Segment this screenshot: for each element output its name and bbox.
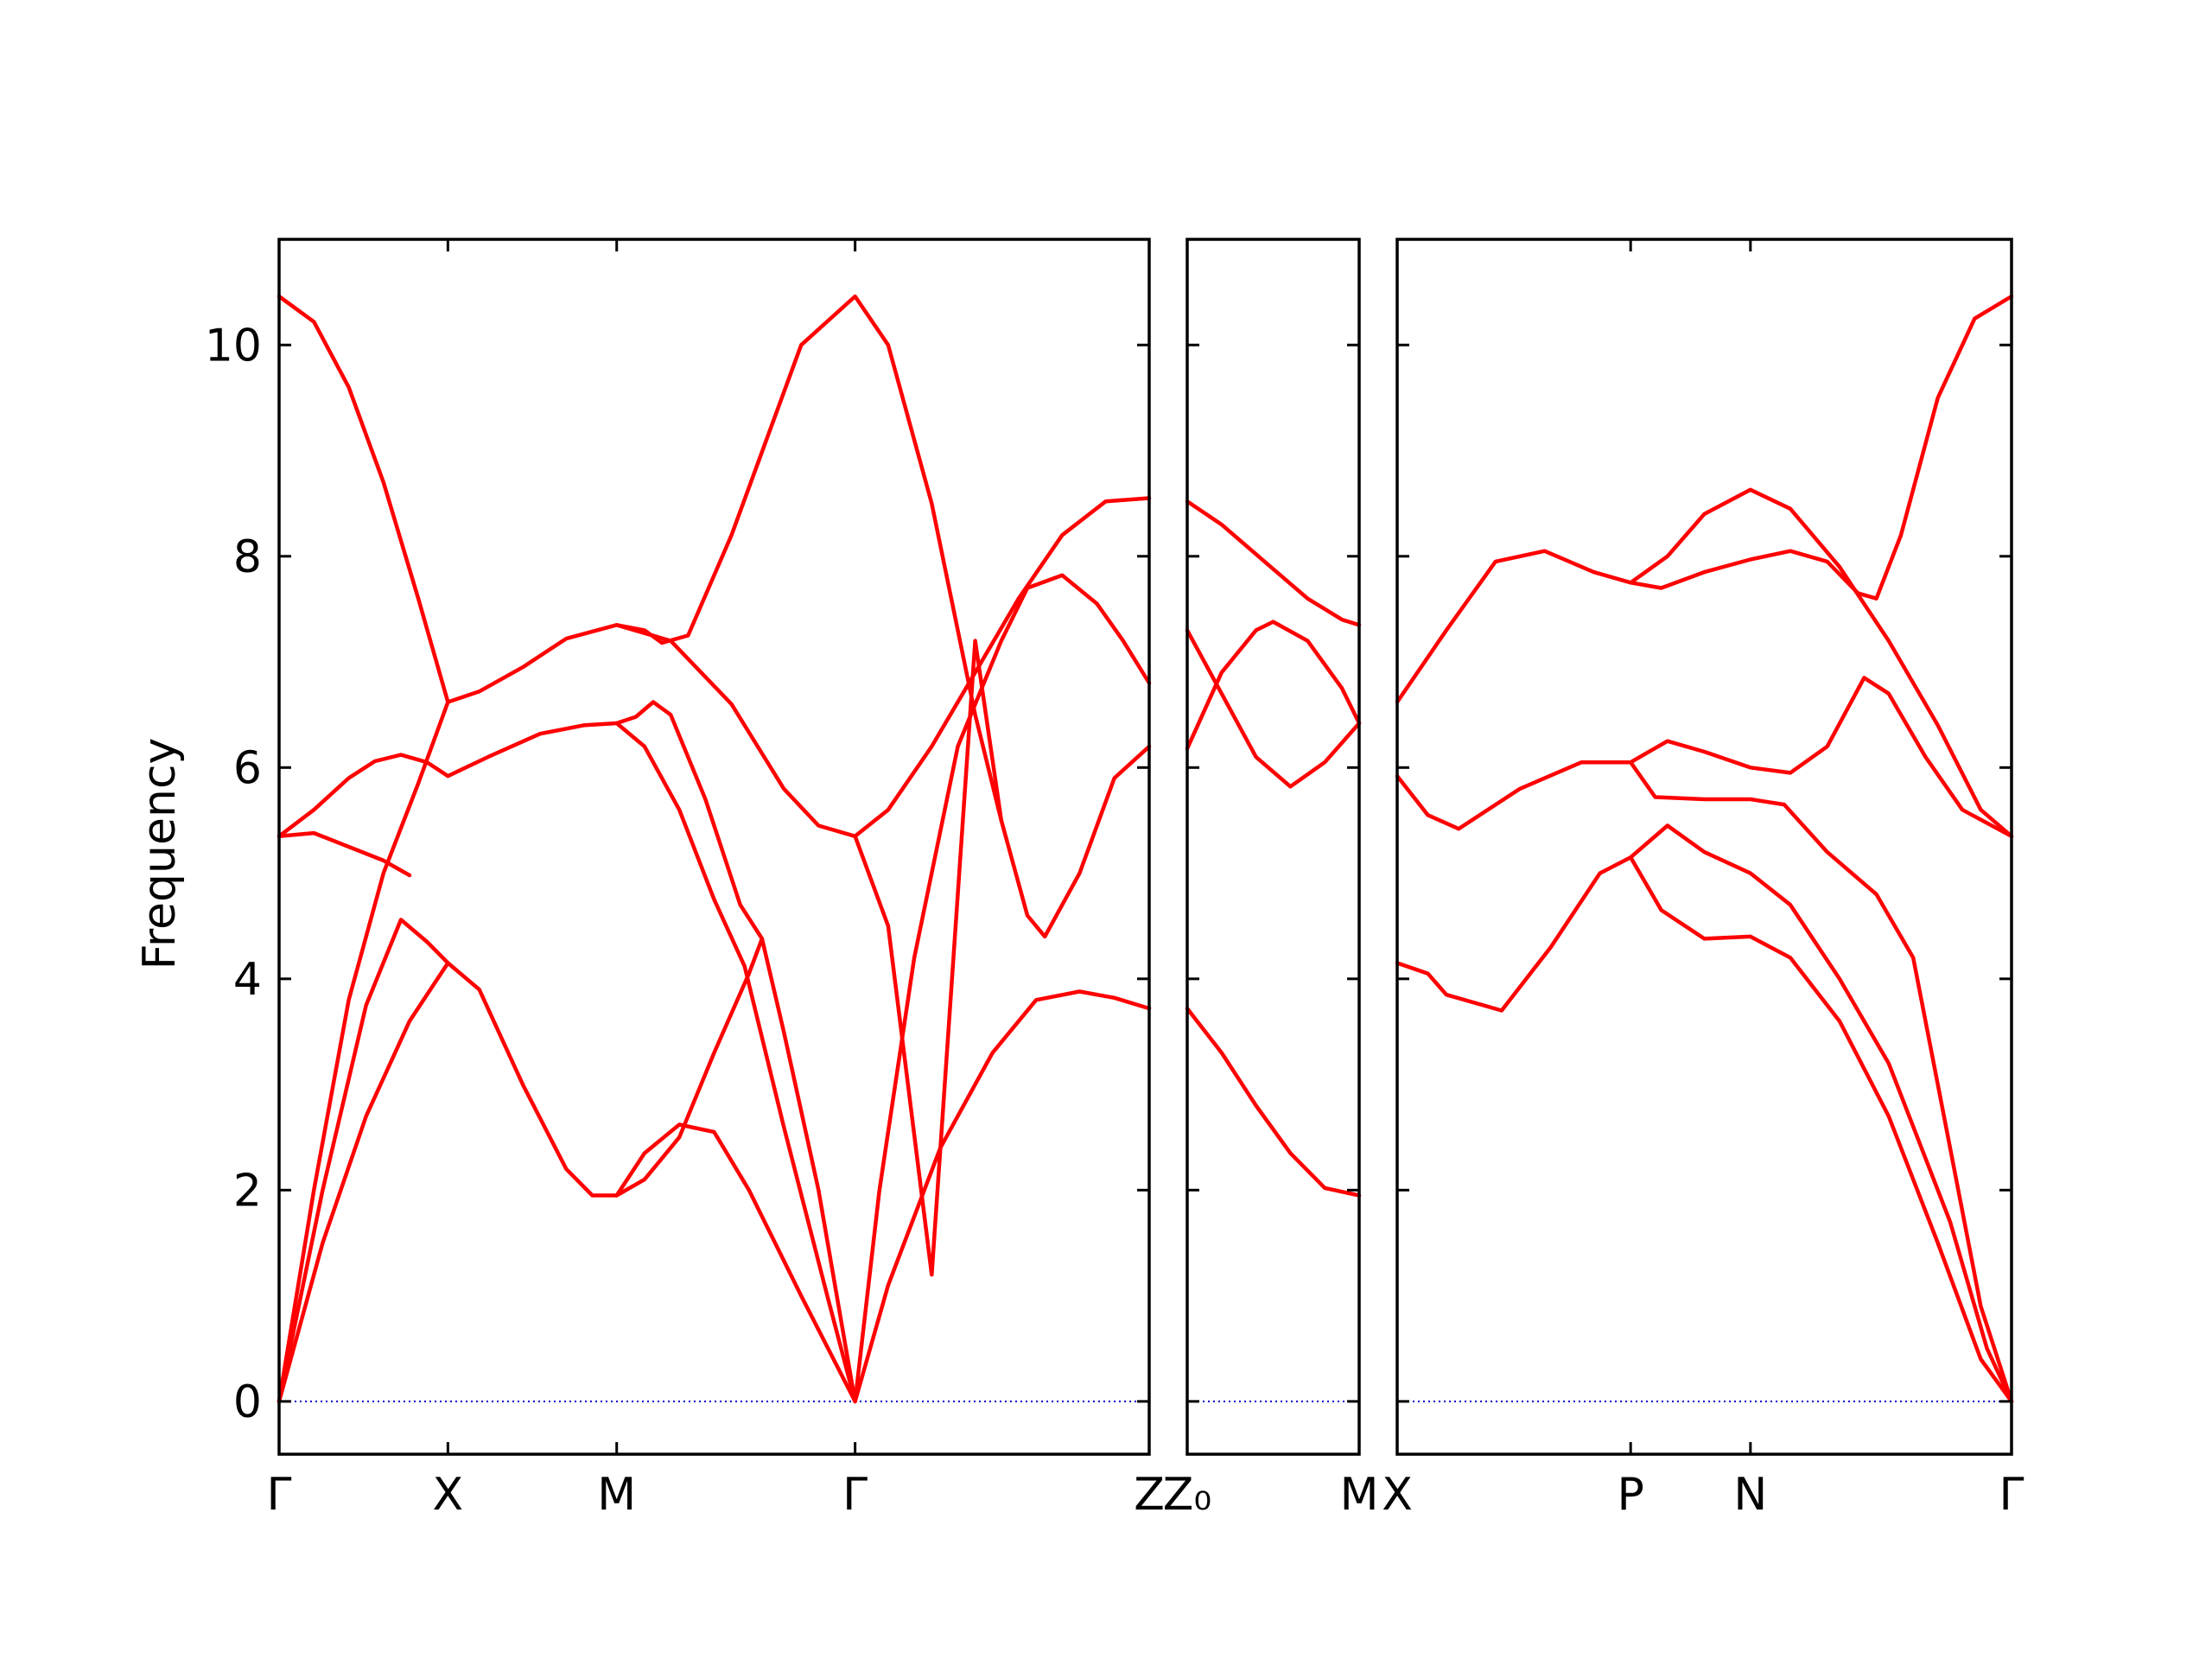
y-axis-label: Frequency [134, 738, 186, 970]
band-line [853, 639, 1004, 1277]
band-line [1395, 823, 2014, 1404]
band-line [1185, 620, 1362, 751]
y-tick-label: 8 [233, 531, 262, 583]
x-tick-label: Γ [842, 1469, 868, 1521]
band-line [1185, 499, 1362, 627]
band-line [1628, 855, 2014, 1404]
y-tick-label: 4 [233, 954, 262, 1006]
y-tick-label: 10 [205, 320, 262, 372]
band-line [853, 989, 1152, 1404]
band-line [1395, 676, 2014, 839]
band-line [276, 961, 450, 1404]
panel-path-z0-m: Z₀ M [1163, 238, 1379, 1521]
x-tick-label: N [1733, 1469, 1767, 1521]
band-line [742, 963, 857, 1404]
band-line [446, 294, 1152, 939]
x-tick-label: X [433, 1469, 464, 1521]
y-tick-label: 2 [233, 1165, 262, 1217]
x-tick-label: M [597, 1469, 636, 1521]
y-tick-label: 6 [233, 742, 262, 794]
x-tick-label: P [1618, 1469, 1644, 1521]
band-line [614, 1122, 857, 1404]
band-line [853, 573, 1152, 1404]
x-tick-label: Z₀ [1163, 1469, 1211, 1521]
band-line [1628, 760, 2014, 1404]
band-line [1395, 487, 2014, 839]
panel-frame [1185, 238, 1361, 1456]
band-line [276, 918, 450, 1404]
x-tick-label: X [1382, 1469, 1413, 1521]
band-line [614, 496, 1152, 839]
band-line [446, 700, 857, 1404]
x-tick-label: Γ [267, 1469, 292, 1521]
x-tick-label: M [1340, 1469, 1379, 1521]
band-line [276, 830, 412, 878]
panel-frame [1395, 238, 2013, 1456]
band-line [276, 294, 450, 704]
x-tick-label: Z [1134, 1469, 1165, 1521]
panel-frame [277, 238, 1151, 1456]
band-line [1628, 294, 2014, 601]
band-line [614, 721, 747, 969]
x-tick-label: Γ [1999, 1469, 2024, 1521]
band-line [276, 700, 450, 1404]
band-line [1185, 1006, 1362, 1198]
y-tick-label: 0 [233, 1376, 262, 1428]
